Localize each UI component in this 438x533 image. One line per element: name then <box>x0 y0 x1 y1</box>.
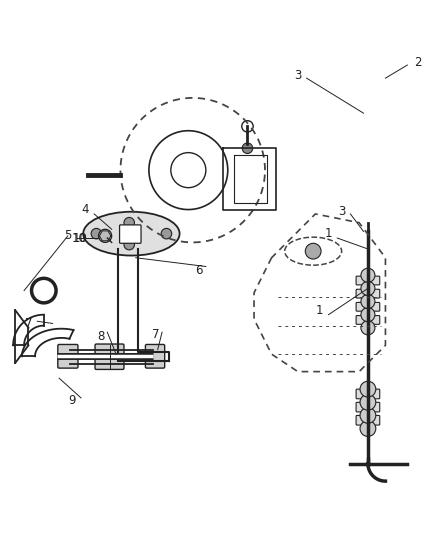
Circle shape <box>305 243 321 259</box>
Circle shape <box>361 308 375 322</box>
Circle shape <box>91 229 102 239</box>
Circle shape <box>360 408 376 423</box>
Ellipse shape <box>83 212 180 255</box>
Text: 3: 3 <box>338 205 345 218</box>
FancyBboxPatch shape <box>120 225 141 243</box>
FancyBboxPatch shape <box>356 302 380 311</box>
FancyBboxPatch shape <box>356 402 380 412</box>
Text: 4: 4 <box>81 203 89 216</box>
FancyBboxPatch shape <box>58 344 78 368</box>
Text: 3: 3 <box>294 69 301 83</box>
Text: 2: 2 <box>414 56 422 69</box>
Circle shape <box>361 295 375 309</box>
FancyBboxPatch shape <box>356 289 380 298</box>
Text: 7: 7 <box>25 317 32 330</box>
Text: 5: 5 <box>64 229 71 243</box>
FancyBboxPatch shape <box>356 316 380 324</box>
Text: 10: 10 <box>71 231 86 245</box>
Circle shape <box>360 381 376 397</box>
Circle shape <box>99 229 112 243</box>
Circle shape <box>36 282 52 298</box>
Text: 8: 8 <box>97 330 104 343</box>
Circle shape <box>124 239 134 250</box>
FancyBboxPatch shape <box>356 276 380 285</box>
Circle shape <box>361 268 375 282</box>
FancyBboxPatch shape <box>95 344 124 369</box>
Text: 6: 6 <box>195 264 203 277</box>
Text: 9: 9 <box>68 393 76 407</box>
Circle shape <box>242 143 253 154</box>
Circle shape <box>361 281 375 295</box>
FancyBboxPatch shape <box>145 344 165 368</box>
Circle shape <box>161 229 172 239</box>
FancyBboxPatch shape <box>356 389 380 399</box>
Circle shape <box>360 394 376 410</box>
Text: 7: 7 <box>152 328 159 341</box>
Circle shape <box>360 421 376 437</box>
Circle shape <box>124 217 134 228</box>
FancyBboxPatch shape <box>356 415 380 425</box>
Text: 10: 10 <box>72 231 87 245</box>
Text: 1: 1 <box>316 304 324 317</box>
Circle shape <box>361 321 375 335</box>
Text: 1: 1 <box>325 227 332 240</box>
